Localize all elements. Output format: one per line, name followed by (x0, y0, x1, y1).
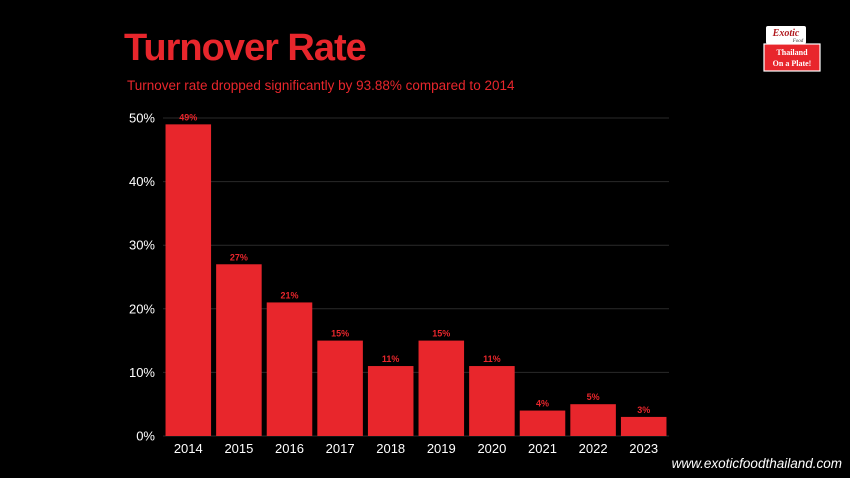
x-tick-label-2016: 2016 (275, 441, 304, 456)
x-tick-label-2019: 2019 (427, 441, 456, 456)
data-label-2020: 11% (483, 354, 501, 364)
data-label-2015: 27% (230, 252, 248, 262)
y-axis-ticks: 0% 10% 20% 30% 40% 50% (129, 111, 155, 444)
x-tick-label-2018: 2018 (376, 441, 405, 456)
logo-top-badge (766, 26, 806, 44)
y-tick-label: 10% (129, 365, 155, 380)
data-labels: 49% 27% 21% 15% 11% 15% 11% 4% 5% 3% (179, 112, 650, 415)
website-footer: www.exoticfoodthailand.com (671, 456, 842, 471)
x-tick-label-2015: 2015 (224, 441, 253, 456)
logo-word-2: Food (792, 39, 804, 44)
bar-2015 (216, 264, 262, 436)
y-tick-label: 20% (129, 301, 155, 316)
bar-2019 (418, 340, 465, 436)
x-tick-label-2017: 2017 (326, 441, 355, 456)
bar-2014 (165, 124, 212, 437)
bar-2022 (570, 404, 616, 436)
x-tick-label-2021: 2021 (528, 441, 557, 456)
x-axis-ticks: 2014 2015 2016 2017 2018 2019 2020 2021 2022 2023 (174, 441, 658, 456)
bar-2023 (620, 416, 667, 436)
bars (165, 124, 667, 437)
x-tick-label-2014: 2014 (174, 441, 203, 456)
data-label-2023: 3% (637, 405, 650, 415)
data-label-2022: 5% (587, 392, 600, 402)
bar-2018 (367, 366, 414, 436)
chart-title: Turnover Rate (124, 27, 367, 69)
y-tick-label: 30% (129, 238, 155, 253)
x-tick-label-2020: 2020 (477, 441, 506, 456)
bar-2016 (266, 302, 313, 436)
logo-bottom-badge (763, 43, 821, 72)
y-tick-label: 40% (129, 174, 155, 189)
data-label-2018: 11% (382, 354, 400, 364)
x-tick-label-2023: 2023 (629, 441, 658, 456)
logo-word-3: Thailand (776, 48, 808, 57)
y-tick-label: 50% (129, 111, 155, 126)
logo-word-1: Exotic (772, 28, 800, 39)
data-label-2021: 4% (536, 399, 549, 409)
y-tick-label: 0% (136, 429, 155, 444)
data-label-2017: 15% (331, 329, 349, 339)
logo-word-4: On a Plate! (773, 59, 812, 68)
bar-2017 (317, 340, 363, 436)
data-label-2016: 21% (280, 290, 298, 300)
data-label-2014: 49% (179, 112, 197, 122)
bar-2021 (519, 410, 566, 436)
x-tick-label-2022: 2022 (579, 441, 608, 456)
bar-2020 (469, 366, 515, 436)
exotic-food-logo-icon: Exotic Food Thailand On a Plate! (763, 26, 821, 72)
data-label-2019: 15% (432, 329, 450, 339)
chart-subtitle: Turnover rate dropped significantly by 9… (127, 78, 515, 93)
